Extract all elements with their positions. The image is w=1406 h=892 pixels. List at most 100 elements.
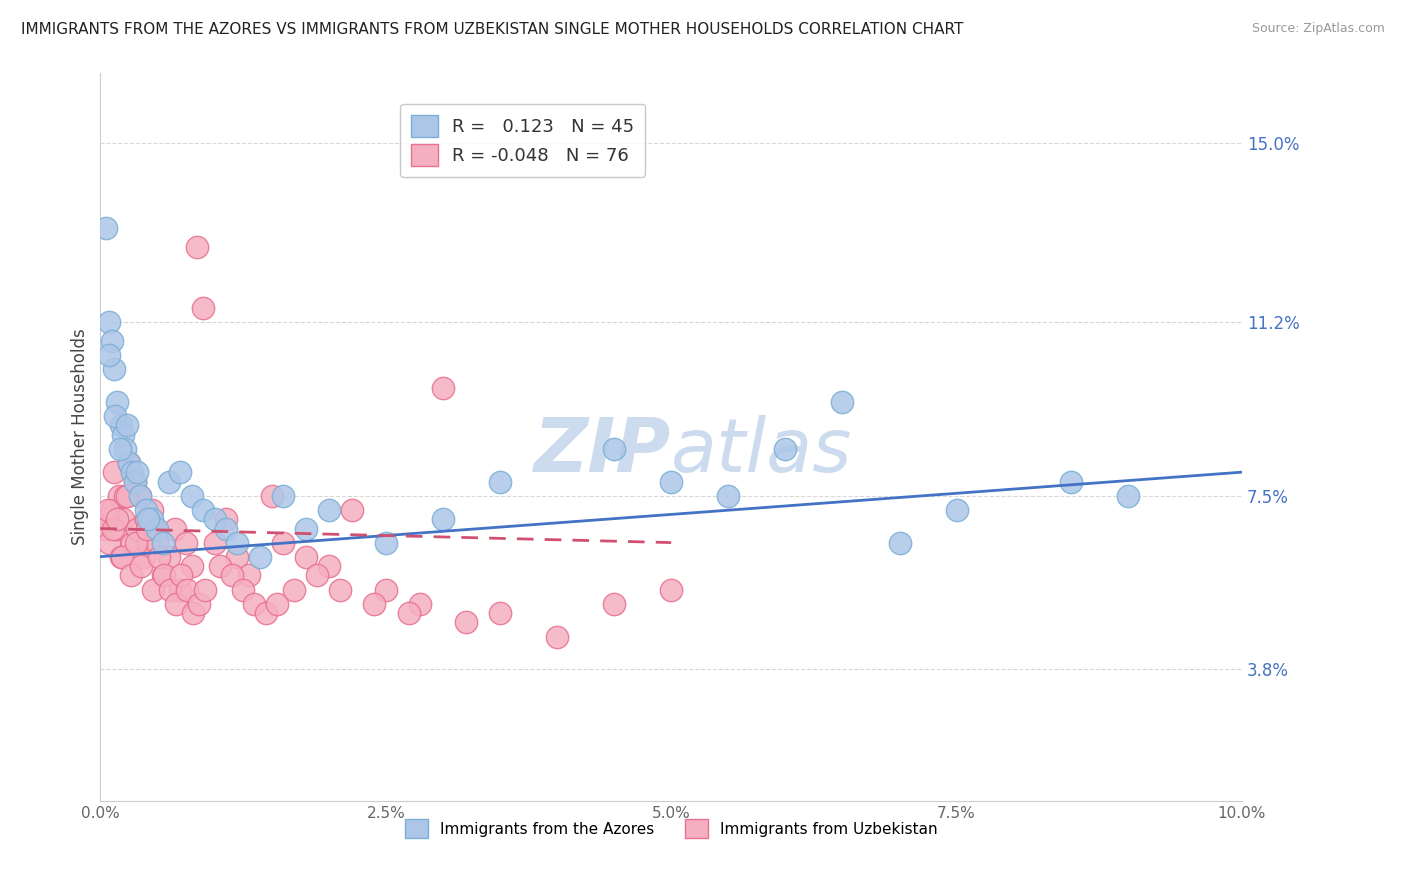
Point — [105, 521, 128, 535]
Point — [112, 427, 135, 442]
Point — [340, 502, 363, 516]
Point — [243, 597, 266, 611]
Point — [374, 582, 396, 597]
Text: IMMIGRANTS FROM THE AZORES VS IMMIGRANTS FROM UZBEKISTAN SINGLE MOTHER HOUSEHOLD: IMMIGRANTS FROM THE AZORES VS IMMIGRANTS… — [21, 22, 963, 37]
Point — [96, 512, 118, 526]
Point — [110, 549, 132, 564]
Point — [141, 512, 163, 526]
Point — [121, 535, 143, 549]
Point — [174, 535, 197, 549]
Point — [141, 502, 163, 516]
Point — [1116, 489, 1139, 503]
Point — [398, 606, 420, 620]
Point — [717, 489, 740, 503]
Point — [318, 559, 340, 574]
Point — [191, 301, 214, 315]
Point — [603, 597, 626, 611]
Point — [238, 568, 260, 582]
Point — [489, 475, 512, 489]
Point — [432, 512, 454, 526]
Point — [181, 606, 204, 620]
Point — [260, 489, 283, 503]
Point — [153, 568, 176, 582]
Point — [186, 240, 208, 254]
Point — [180, 489, 202, 503]
Text: Source: ZipAtlas.com: Source: ZipAtlas.com — [1251, 22, 1385, 36]
Point — [204, 512, 226, 526]
Point — [489, 606, 512, 620]
Point — [546, 630, 568, 644]
Point — [110, 418, 132, 433]
Point — [157, 475, 180, 489]
Point — [114, 489, 136, 503]
Point — [120, 568, 142, 582]
Point — [329, 582, 352, 597]
Point — [1060, 475, 1083, 489]
Y-axis label: Single Mother Households: Single Mother Households — [72, 328, 89, 545]
Point — [142, 582, 165, 597]
Point — [204, 535, 226, 549]
Point — [432, 381, 454, 395]
Point — [111, 549, 134, 564]
Point — [374, 535, 396, 549]
Point — [124, 475, 146, 489]
Point — [209, 559, 232, 574]
Point — [191, 502, 214, 516]
Point — [146, 535, 169, 549]
Point — [97, 502, 120, 516]
Point — [194, 582, 217, 597]
Point — [132, 549, 155, 564]
Point — [295, 549, 318, 564]
Text: ZIP: ZIP — [534, 415, 671, 488]
Point — [94, 221, 117, 235]
Point — [659, 475, 682, 489]
Point — [107, 394, 129, 409]
Point — [100, 502, 122, 516]
Point — [143, 521, 166, 535]
Legend: Immigrants from the Azores, Immigrants from Uzbekistan: Immigrants from the Azores, Immigrants f… — [399, 814, 943, 844]
Point — [112, 512, 135, 526]
Point — [108, 442, 131, 456]
Point — [215, 521, 238, 535]
Point — [271, 535, 294, 549]
Point — [98, 348, 121, 362]
Point — [659, 582, 682, 597]
Point — [98, 315, 121, 329]
Point — [125, 535, 148, 549]
Point — [889, 535, 911, 549]
Point — [603, 442, 626, 456]
Point — [152, 535, 174, 549]
Point — [159, 582, 181, 597]
Point — [157, 549, 180, 564]
Point — [232, 582, 254, 597]
Point — [146, 521, 169, 535]
Point — [165, 597, 187, 611]
Point — [114, 442, 136, 456]
Point — [454, 615, 477, 630]
Point — [98, 535, 121, 549]
Point — [409, 597, 432, 611]
Point — [136, 535, 159, 549]
Point — [100, 334, 122, 348]
Point — [125, 521, 148, 535]
Point — [266, 597, 288, 611]
Point — [249, 549, 271, 564]
Point — [107, 512, 129, 526]
Point — [148, 549, 170, 564]
Point — [176, 582, 198, 597]
Point — [103, 361, 125, 376]
Point — [180, 559, 202, 574]
Point — [115, 418, 138, 433]
Point — [163, 521, 186, 535]
Point — [271, 489, 294, 503]
Point — [283, 582, 305, 597]
Point — [107, 489, 129, 503]
Point — [104, 409, 127, 423]
Point — [152, 568, 174, 582]
Point — [118, 456, 141, 470]
Point — [169, 465, 191, 479]
Point — [226, 549, 249, 564]
Point — [135, 512, 157, 526]
Point — [221, 568, 243, 582]
Point — [101, 521, 124, 535]
